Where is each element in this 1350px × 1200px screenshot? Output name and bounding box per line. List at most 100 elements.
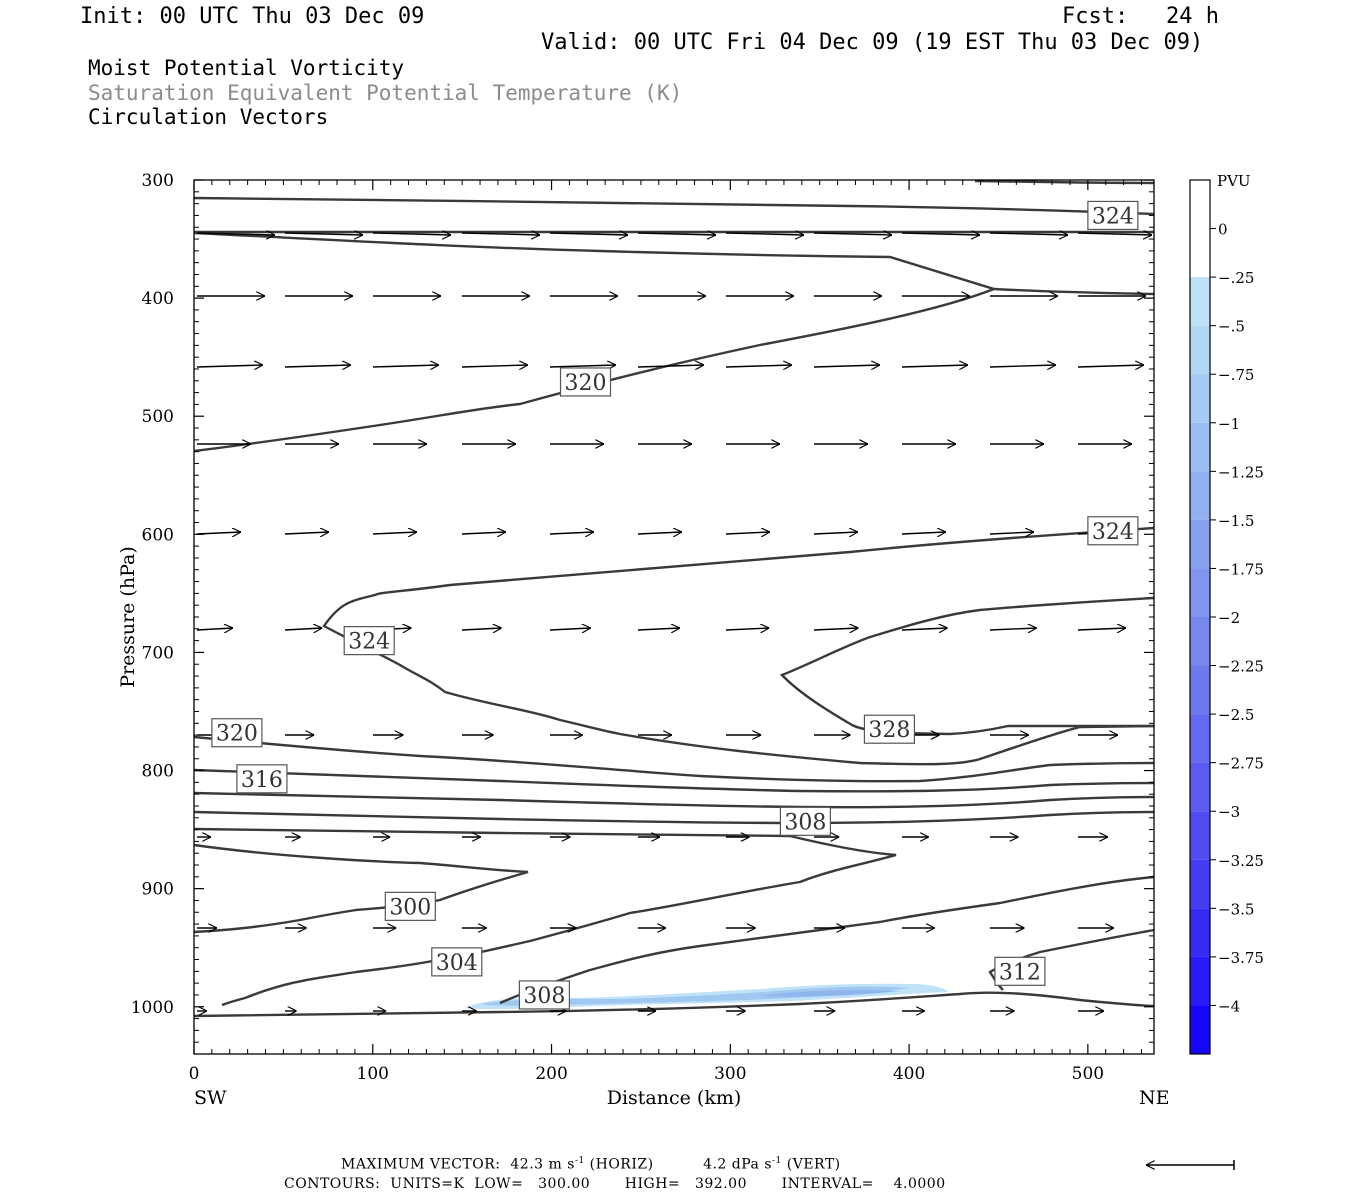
colorbar-label: −1 — [1218, 415, 1240, 433]
title-theta-es: Saturation Equivalent Potential Temperat… — [88, 81, 683, 105]
wind-vector — [813, 628, 858, 630]
wind-vector — [813, 233, 892, 235]
colorbar-label: −2.5 — [1218, 706, 1254, 724]
contour-label-box — [236, 764, 288, 794]
wind-vector — [725, 532, 770, 534]
max-vector-vert: (VERT) — [781, 1156, 841, 1173]
y-tick-label: 300 — [142, 171, 174, 191]
contour-line — [779, 596, 1155, 736]
circulation-vectors — [196, 233, 1152, 1011]
wind-vector — [461, 532, 506, 534]
x-tick-label: 100 — [357, 1064, 389, 1084]
y-tick-label: 1000 — [131, 998, 174, 1018]
colorbar-label: −.5 — [1218, 318, 1245, 336]
wind-vector — [1077, 628, 1126, 630]
contour-line — [193, 735, 1155, 783]
colorbar-segment — [1190, 811, 1210, 860]
colorbar-segment — [1190, 859, 1210, 909]
colorbar-label: −2.25 — [1218, 658, 1264, 676]
y-tick-label: 900 — [142, 880, 174, 900]
wind-vector — [549, 233, 628, 235]
colorbar: PVU 0 −.25 −.5 −.75 −1 −1.25 −1.5 −1.75 −2 −2.25 −2… — [1189, 172, 1264, 1055]
contour-line — [193, 287, 995, 453]
y-tick-label: 600 — [142, 525, 174, 545]
colorbar-segment — [1190, 1005, 1210, 1054]
colorbar-segment — [1190, 519, 1210, 569]
wind-vector — [284, 532, 329, 534]
contour-label: 324 — [1092, 204, 1134, 229]
x-tick-label: 500 — [1072, 1064, 1104, 1084]
mpv-shade-dark — [760, 990, 900, 997]
max-vector-text: MAXIMUM VECTOR: 42.3 m s — [341, 1156, 575, 1173]
wind-vector — [725, 233, 804, 235]
units-exponent: -1 — [772, 1156, 782, 1166]
wind-vector — [1077, 233, 1152, 235]
init-time: Init: 00 UTC Thu 03 Dec 09 — [80, 4, 425, 29]
wind-vector — [1077, 365, 1144, 367]
max-vector-horiz: (HORIZ) 4.2 dPa s — [584, 1156, 773, 1173]
colorbar-label: −3.5 — [1218, 900, 1254, 918]
contour-label-box — [343, 626, 395, 656]
wind-vector — [549, 628, 591, 630]
contour-line — [974, 179, 1155, 185]
contour-label: 320 — [565, 371, 607, 396]
y-axis-label: Pressure (hPa) — [117, 546, 139, 688]
x-tick-label: 200 — [535, 1064, 567, 1084]
colorbar-segment — [1190, 762, 1210, 812]
wind-vector — [549, 365, 616, 367]
colorbar-segment — [1190, 325, 1210, 375]
contour-label-box — [1087, 200, 1139, 231]
contour-label: 324 — [348, 630, 390, 655]
contour-line — [193, 843, 529, 934]
axes: 300 400 500 600 700 800 900 1000 0 100 200 300 400 50… — [131, 171, 1154, 1084]
wind-vector — [813, 365, 880, 367]
contour-label-box — [559, 367, 612, 397]
wind-vector — [637, 532, 682, 534]
contour-label: 308 — [523, 984, 565, 1009]
wind-vector — [901, 233, 980, 235]
wind-vector — [901, 628, 948, 630]
contour-line — [322, 526, 1155, 766]
wind-vector — [637, 365, 704, 367]
contour-line — [193, 991, 1155, 1018]
colorbar-label: −.75 — [1218, 366, 1254, 384]
wind-vector — [637, 233, 716, 235]
wind-vector — [196, 628, 233, 630]
colorbar-segment — [1190, 228, 1210, 278]
colorbar-label: −1.5 — [1218, 512, 1254, 530]
ne-label: NE — [1139, 1087, 1170, 1109]
colorbar-segment — [1190, 714, 1210, 763]
wind-vector — [549, 532, 594, 534]
colorbar-label: −2 — [1218, 609, 1240, 627]
contour-line — [193, 196, 1155, 216]
wind-vector — [813, 532, 858, 534]
contour-label: 300 — [389, 895, 431, 920]
colorbar-label: −1.25 — [1218, 463, 1264, 481]
colorbar-segment — [1190, 617, 1210, 666]
colorbar-label: −1.75 — [1218, 560, 1264, 578]
colorbar-label: −3.75 — [1218, 949, 1264, 967]
colorbar-label: −3.25 — [1218, 852, 1264, 870]
wind-vector — [284, 365, 351, 367]
y-tick-label: 400 — [142, 289, 174, 309]
wind-vector — [989, 365, 1056, 367]
y-tick-label: 700 — [142, 643, 174, 663]
wind-vector — [196, 365, 263, 367]
x-tick-label: 300 — [714, 1064, 746, 1084]
colorbar-label: −.25 — [1218, 269, 1254, 287]
contour-label: 320 — [216, 722, 258, 747]
colorbar-segment — [1190, 568, 1210, 617]
wind-vector — [725, 365, 792, 367]
colorbar-segment — [1190, 422, 1210, 472]
contour-line — [499, 875, 1155, 1005]
y-tick-label: 800 — [142, 762, 174, 782]
wind-vector — [461, 233, 540, 235]
y-tick-label: 500 — [142, 407, 174, 427]
contour-label: 316 — [241, 768, 283, 793]
wind-vector — [284, 233, 363, 235]
colorbar-segment — [1190, 665, 1210, 715]
sw-label: SW — [194, 1087, 227, 1109]
x-tick-label: 0 — [189, 1064, 200, 1084]
wind-vector — [461, 628, 502, 630]
